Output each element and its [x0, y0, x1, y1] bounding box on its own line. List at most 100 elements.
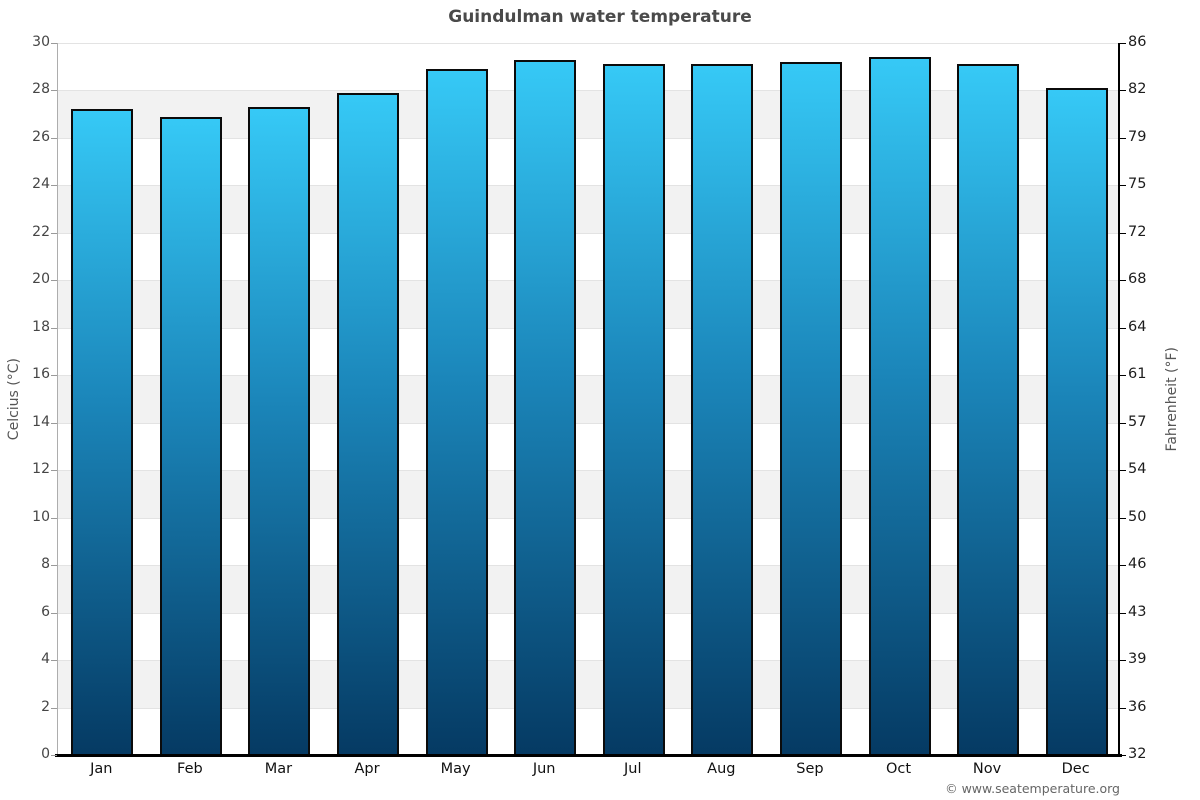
month-label-feb: Feb [177, 761, 203, 777]
gridline [58, 707, 1118, 709]
background-band [58, 232, 1118, 281]
background-band [58, 470, 1118, 518]
ytick-fahrenheit-36: 36 [1128, 698, 1147, 715]
bar-aug [691, 64, 754, 755]
gridline [58, 280, 1118, 282]
bar-jan [71, 109, 134, 755]
ytick-mark [1120, 90, 1126, 92]
ytick-mark [1120, 755, 1126, 756]
ytick-mark [51, 660, 57, 662]
ytick-fahrenheit-68: 68 [1128, 271, 1147, 288]
y-axis-title-celsius-label: Celcius (°C) [6, 357, 22, 441]
ytick-celsius-10: 10 [32, 508, 50, 525]
bar-may [425, 69, 488, 755]
background-band [58, 517, 1118, 566]
plot-area [57, 43, 1120, 755]
chart-title: Guindulman water temperature [448, 7, 752, 27]
ytick-celsius-14: 14 [32, 413, 50, 430]
background-band [58, 137, 1118, 186]
ytick-fahrenheit-57: 57 [1128, 413, 1147, 430]
month-label-apr: Apr [354, 761, 380, 777]
bar-apr [337, 93, 400, 755]
ytick-fahrenheit-61: 61 [1128, 366, 1147, 383]
month-label-jan: Jan [90, 761, 113, 777]
ytick-mark [51, 280, 57, 282]
gridline [58, 422, 1118, 424]
ytick-fahrenheit-82: 82 [1128, 81, 1147, 98]
month-label-aug: Aug [707, 761, 736, 777]
month-label-jun: Jun [532, 761, 556, 777]
ytick-fahrenheit-72: 72 [1128, 223, 1147, 240]
ytick-celsius-8: 8 [41, 556, 50, 573]
month-label-may: May [440, 761, 471, 777]
ytick-mark [1120, 707, 1126, 709]
ytick-fahrenheit-46: 46 [1128, 556, 1147, 573]
background-band [58, 707, 1118, 755]
background-band [58, 375, 1118, 423]
ytick-mark [1120, 517, 1126, 519]
ytick-mark [51, 565, 57, 567]
ytick-mark [51, 232, 57, 234]
ytick-mark [51, 707, 57, 709]
copyright-credit: © www.seatemperature.org [945, 781, 1120, 796]
bar-mar [248, 107, 311, 755]
gridline [58, 137, 1118, 139]
ytick-fahrenheit-50: 50 [1128, 508, 1147, 525]
ytick-celsius-30: 30 [32, 34, 50, 50]
ytick-celsius-20: 20 [32, 271, 50, 288]
ytick-celsius-26: 26 [32, 128, 50, 145]
ytick-mark [1120, 185, 1126, 187]
ytick-celsius-24: 24 [32, 176, 50, 193]
ytick-fahrenheit-32: 32 [1128, 746, 1147, 762]
ytick-mark [1120, 422, 1126, 424]
ytick-mark [1120, 43, 1126, 44]
ytick-mark [1120, 137, 1126, 139]
ytick-fahrenheit-54: 54 [1128, 461, 1147, 478]
gridline [58, 43, 1118, 44]
gridline [58, 565, 1118, 567]
ytick-mark [51, 375, 57, 377]
ytick-mark [1120, 232, 1126, 234]
bar-nov [957, 64, 1020, 755]
background-band [58, 565, 1118, 613]
ytick-fahrenheit-75: 75 [1128, 176, 1147, 193]
ytick-mark [1120, 375, 1126, 377]
background-band [58, 327, 1118, 376]
ytick-mark [1120, 660, 1126, 662]
gridline [58, 470, 1118, 472]
x-axis-line [55, 754, 1122, 757]
ytick-celsius-6: 6 [41, 603, 50, 620]
bar-jul [602, 64, 665, 755]
background-band [58, 185, 1118, 233]
background-band [58, 90, 1118, 138]
ytick-celsius-18: 18 [32, 318, 50, 335]
ytick-mark [51, 43, 57, 44]
gridline [58, 612, 1118, 614]
background-band [58, 422, 1118, 471]
month-label-mar: Mar [264, 761, 293, 777]
ytick-mark [51, 470, 57, 472]
ytick-mark [1120, 280, 1126, 282]
ytick-mark [51, 185, 57, 187]
ytick-celsius-28: 28 [32, 81, 50, 98]
y-axis-title-celsius: Celcius (°C) [4, 43, 24, 755]
bar-feb [159, 117, 222, 755]
month-label-nov: Nov [972, 761, 1002, 777]
ytick-mark [1120, 470, 1126, 472]
month-label-oct: Oct [885, 761, 912, 777]
ytick-celsius-4: 4 [41, 651, 50, 668]
ytick-celsius-22: 22 [32, 223, 50, 240]
ytick-mark [51, 90, 57, 92]
ytick-fahrenheit-64: 64 [1128, 318, 1147, 335]
ytick-fahrenheit-86: 86 [1128, 34, 1147, 50]
ytick-mark [1120, 612, 1126, 614]
background-band [58, 612, 1118, 661]
ytick-celsius-16: 16 [32, 366, 50, 383]
ytick-celsius-2: 2 [41, 698, 50, 715]
month-label-dec: Dec [1061, 761, 1090, 777]
y-axis-title-fahrenheit-label: Fahrenheit (°F) [1164, 346, 1180, 452]
bar-jun [514, 60, 577, 755]
background-band [58, 43, 1118, 91]
ytick-mark [1120, 565, 1126, 567]
